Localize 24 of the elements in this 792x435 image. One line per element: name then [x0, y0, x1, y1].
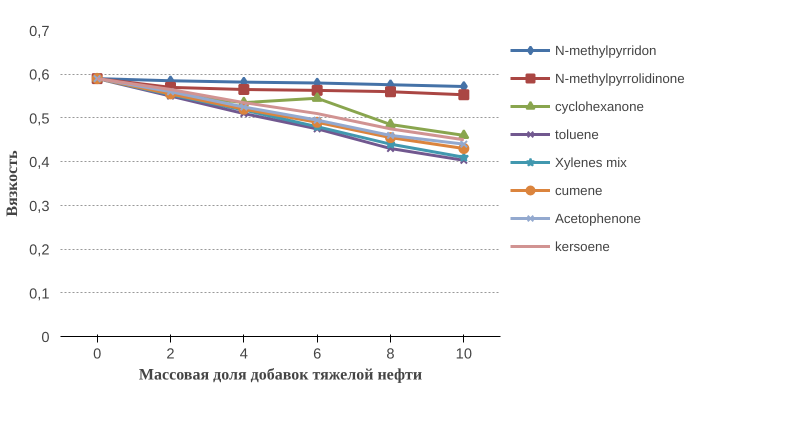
y-tick-label: 0,1 — [29, 286, 50, 302]
x-tick-label: 8 — [386, 346, 395, 362]
x-tick-label: 0 — [93, 346, 102, 362]
y-axis-title: Вязкость — [4, 150, 22, 217]
y-tick-label: 0,2 — [29, 242, 50, 259]
legend-label: Xylenes mix — [555, 154, 627, 170]
x-axis-title: Массовая доля добавок тяжелой нефти — [138, 366, 422, 384]
x-tick-label: 10 — [456, 346, 472, 362]
legend-label: toluene — [555, 126, 599, 142]
x-tick-label: 2 — [166, 346, 175, 362]
y-tick-label: 0,3 — [29, 198, 50, 215]
legend-label: Acetophenone — [555, 210, 641, 226]
legend-label: N-methylpyrrolidinone — [555, 70, 685, 86]
y-tick-label: 0,4 — [29, 155, 50, 172]
y-tick-label: 0,6 — [29, 68, 50, 84]
legend-label: cyclohexanone — [555, 98, 644, 114]
x-tick-label: 4 — [240, 346, 248, 362]
y-tick-label: 0 — [41, 330, 50, 346]
y-tick-label: 0,5 — [29, 111, 50, 128]
legend-label: N-methylpyrridon — [555, 42, 656, 58]
legend-label: kersoene — [555, 238, 610, 254]
legend-label: cumene — [555, 182, 602, 198]
y-tick-label: 0,7 — [29, 24, 50, 40]
x-tick-label: 6 — [313, 346, 322, 362]
